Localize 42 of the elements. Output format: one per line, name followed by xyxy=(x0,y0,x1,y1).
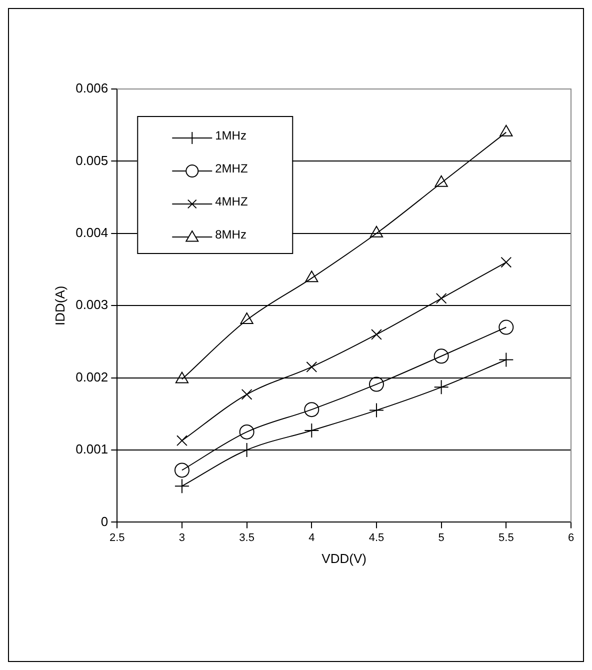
point xyxy=(305,270,318,282)
x-tick-label: 5.5 xyxy=(498,532,514,544)
y-tick-label: 0.006 xyxy=(76,80,108,96)
x-tick-label: 6 xyxy=(568,532,574,544)
point xyxy=(241,388,252,400)
x-tick-label: 4 xyxy=(308,532,315,544)
point xyxy=(368,376,384,392)
point xyxy=(500,124,513,136)
point xyxy=(240,312,254,324)
y-tick-label: 0.005 xyxy=(76,152,108,168)
point xyxy=(434,175,448,187)
x-tick-label: 3.5 xyxy=(239,532,254,544)
point xyxy=(176,435,188,446)
x-tick-label: 3 xyxy=(178,532,186,544)
y-tick-label: 0.003 xyxy=(76,297,108,312)
point xyxy=(306,362,318,372)
point xyxy=(239,424,254,440)
legend-label: 8MHz xyxy=(215,227,246,242)
point xyxy=(368,402,384,418)
x-tick-label: 2.5 xyxy=(109,532,125,544)
x-tick-label: 5 xyxy=(438,532,444,544)
point xyxy=(174,462,190,478)
legend-label: 4MHZ xyxy=(215,194,248,208)
point xyxy=(498,352,514,368)
point xyxy=(371,329,382,340)
x-tick-label: 4.5 xyxy=(368,532,384,544)
point xyxy=(370,226,384,238)
y-tick-label: 0.001 xyxy=(76,442,108,457)
point xyxy=(304,402,320,418)
y-tick-label: 0.004 xyxy=(76,224,108,240)
point xyxy=(436,292,447,304)
legend-label: 2MHZ xyxy=(215,161,248,176)
y-tick-label: 0.002 xyxy=(76,369,108,384)
point xyxy=(500,256,512,268)
x-axis-title: VDD(V) xyxy=(322,550,366,566)
point xyxy=(498,320,514,335)
point xyxy=(434,380,449,395)
point xyxy=(434,348,449,364)
point xyxy=(174,478,190,494)
y-axis-title: IDD(A) xyxy=(52,286,68,326)
y-tick-label: 0 xyxy=(100,514,108,529)
legend-label: 1MHz xyxy=(215,128,246,142)
